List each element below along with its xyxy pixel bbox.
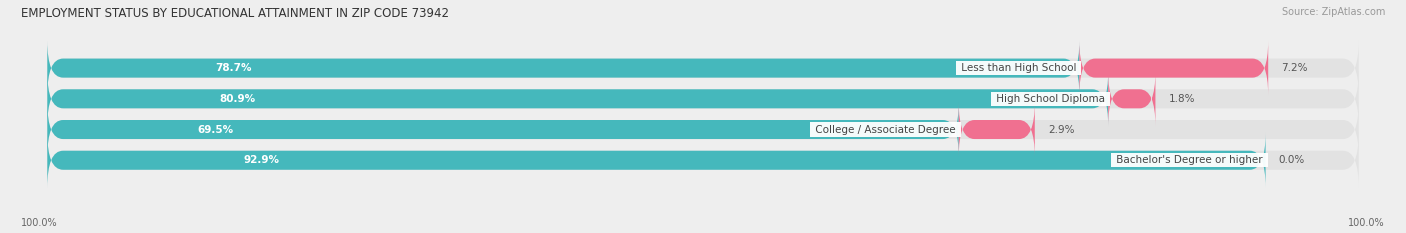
Text: EMPLOYMENT STATUS BY EDUCATIONAL ATTAINMENT IN ZIP CODE 73942: EMPLOYMENT STATUS BY EDUCATIONAL ATTAINM… xyxy=(21,7,449,20)
Text: Source: ZipAtlas.com: Source: ZipAtlas.com xyxy=(1281,7,1385,17)
Text: 7.2%: 7.2% xyxy=(1281,63,1308,73)
Text: 0.0%: 0.0% xyxy=(1278,155,1305,165)
FancyBboxPatch shape xyxy=(48,133,1265,188)
Text: College / Associate Degree: College / Associate Degree xyxy=(811,124,959,134)
Text: 100.0%: 100.0% xyxy=(1348,218,1385,228)
Text: 1.8%: 1.8% xyxy=(1168,94,1195,104)
FancyBboxPatch shape xyxy=(959,102,1035,157)
FancyBboxPatch shape xyxy=(1108,72,1156,126)
FancyBboxPatch shape xyxy=(48,133,1358,188)
FancyBboxPatch shape xyxy=(48,72,1108,126)
FancyBboxPatch shape xyxy=(48,41,1080,96)
Text: 69.5%: 69.5% xyxy=(197,124,233,134)
FancyBboxPatch shape xyxy=(48,102,1358,157)
Text: 92.9%: 92.9% xyxy=(243,155,280,165)
FancyBboxPatch shape xyxy=(48,102,959,157)
Text: Bachelor's Degree or higher: Bachelor's Degree or higher xyxy=(1112,155,1265,165)
Text: 80.9%: 80.9% xyxy=(219,94,256,104)
Text: 2.9%: 2.9% xyxy=(1047,124,1074,134)
FancyBboxPatch shape xyxy=(1080,41,1268,96)
Text: 100.0%: 100.0% xyxy=(21,218,58,228)
Text: Less than High School: Less than High School xyxy=(957,63,1080,73)
Text: High School Diploma: High School Diploma xyxy=(993,94,1108,104)
Text: 78.7%: 78.7% xyxy=(215,63,252,73)
FancyBboxPatch shape xyxy=(48,41,1358,96)
FancyBboxPatch shape xyxy=(48,72,1358,126)
